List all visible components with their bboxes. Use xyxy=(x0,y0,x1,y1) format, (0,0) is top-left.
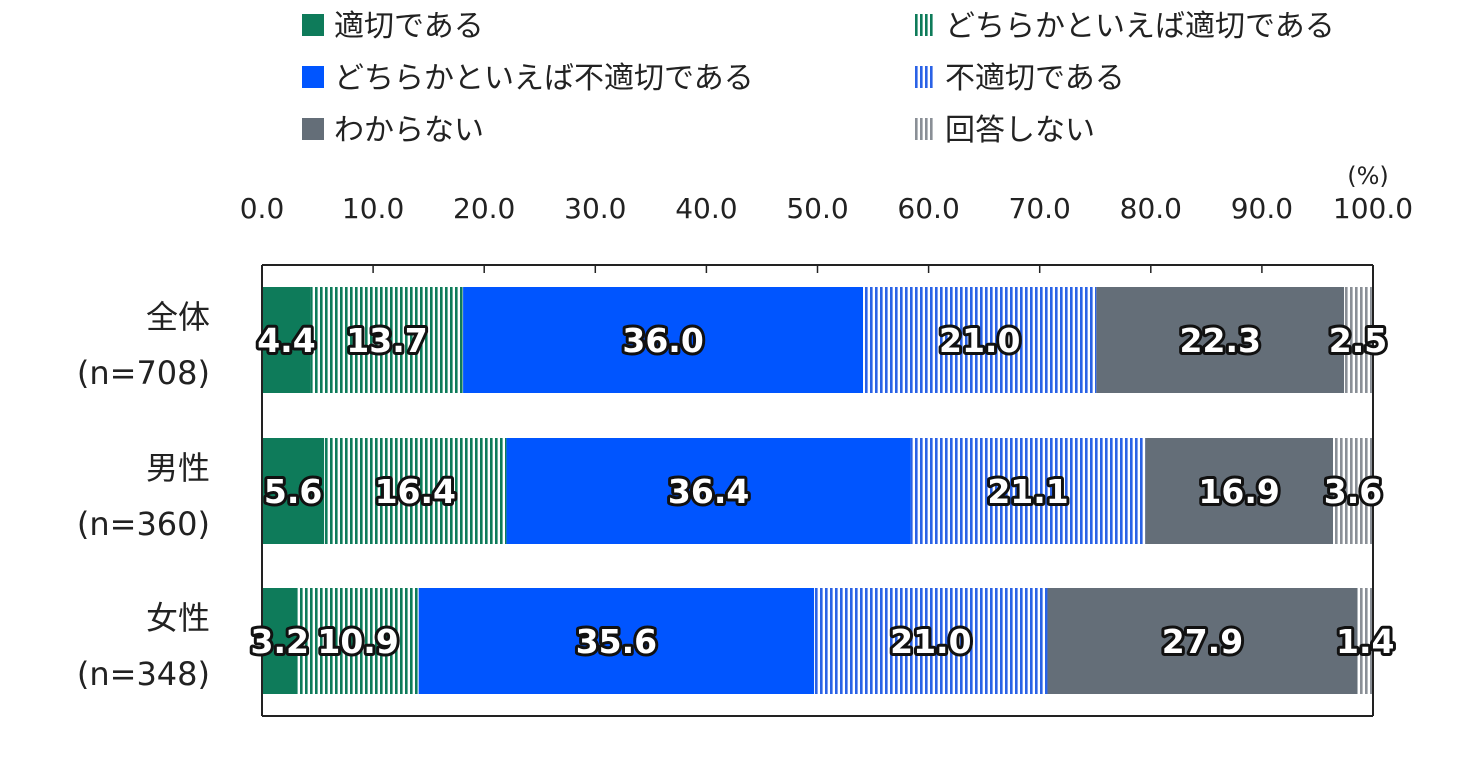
bar-segment xyxy=(1145,438,1334,544)
value-label: 21.0 xyxy=(939,321,1020,360)
value-label: 4.4 xyxy=(257,321,315,360)
legend-label: どちらかといえば不適切である xyxy=(334,61,754,96)
bar-segment xyxy=(506,438,911,544)
legend-swatch xyxy=(302,118,324,140)
x-tick-label: 90.0 xyxy=(1231,192,1293,225)
x-tick-label: 80.0 xyxy=(1120,192,1182,225)
value-label: 21.1 xyxy=(987,472,1068,511)
x-tick-label: 10.0 xyxy=(342,192,404,225)
unit-label: (%) xyxy=(1347,162,1389,190)
value-label: 10.9 xyxy=(317,622,398,661)
value-label: 27.9 xyxy=(1162,622,1243,661)
bar-segment xyxy=(262,438,325,544)
bar-segment xyxy=(324,438,507,544)
category-labels: 全体 (n=708) 男性 (n=360) 女性 (n=348) xyxy=(77,298,210,693)
legend-swatch xyxy=(913,14,935,36)
value-label: 16.9 xyxy=(1198,472,1279,511)
legend-item: どちらかといえば適切である xyxy=(913,9,1335,44)
x-tick-label: 60.0 xyxy=(897,192,959,225)
category-n: (n=708) xyxy=(77,354,210,392)
value-label: 3.6 xyxy=(1324,472,1382,511)
value-label: 13.7 xyxy=(346,321,427,360)
value-label: 21.0 xyxy=(890,622,971,661)
legend-label: わからない xyxy=(334,113,484,148)
bar-segment xyxy=(297,588,419,694)
bar-segment xyxy=(1333,438,1373,544)
x-tick-label: 30.0 xyxy=(564,192,626,225)
legend-item: 回答しない xyxy=(913,113,1095,148)
bar-segment xyxy=(262,588,298,694)
value-label: 5.6 xyxy=(264,472,322,511)
bar-segment xyxy=(1047,588,1358,694)
value-label: 35.6 xyxy=(576,622,657,661)
category-name: 全体 xyxy=(146,298,210,336)
legend-label: 不適切である xyxy=(945,61,1125,96)
bar-segment xyxy=(863,287,1097,393)
legend-label: どちらかといえば適切である xyxy=(945,9,1335,44)
x-tick-label: 70.0 xyxy=(1009,192,1071,225)
legend-item: どちらかといえば不適切である xyxy=(302,61,754,96)
value-label: 1.4 xyxy=(1336,622,1394,661)
value-label: 36.0 xyxy=(622,321,703,360)
category-name: 男性 xyxy=(146,449,210,487)
legend-swatch xyxy=(302,14,324,36)
bars xyxy=(262,287,1373,694)
bar-segment xyxy=(310,287,464,393)
value-label: 2.5 xyxy=(1329,321,1387,360)
legend-item: 不適切である xyxy=(913,61,1125,96)
bar-segment xyxy=(1357,588,1373,694)
x-tick-label: 0.0 xyxy=(240,192,285,225)
x-tick-label: 50.0 xyxy=(786,192,848,225)
legend-swatch xyxy=(913,118,935,140)
bar-segment xyxy=(1344,287,1372,393)
value-label: 16.4 xyxy=(375,472,456,511)
bar-segment xyxy=(418,588,815,694)
x-tick-label: 20.0 xyxy=(453,192,515,225)
bar-segment xyxy=(262,287,311,393)
value-label: 3.2 xyxy=(251,622,309,661)
category-n: (n=360) xyxy=(77,505,210,543)
x-axis-tick-labels: 0.0 10.0 20.0 30.0 40.0 50.0 60.0 70.0 80.0 90.0 1… xyxy=(240,192,1413,225)
legend-swatch xyxy=(913,66,935,88)
value-label: 36.4 xyxy=(668,472,749,511)
category-n: (n=348) xyxy=(77,655,210,693)
legend-item: わからない xyxy=(302,113,484,148)
category-name: 女性 xyxy=(146,599,210,637)
legend-item: 適切である xyxy=(302,9,484,44)
value-labels: 4.4 13.7 36.0 21.0 22.3 2.5 5.6 16.4 36.4 21.1 16.… xyxy=(248,318,1398,664)
bar-segment xyxy=(1096,287,1345,393)
x-tick-label: 40.0 xyxy=(675,192,737,225)
legend-label: 回答しない xyxy=(945,113,1095,148)
x-tick-label: 100.0 xyxy=(1333,192,1413,225)
bar-segment xyxy=(910,438,1146,544)
bar-segment xyxy=(463,287,864,393)
legend-label: 適切である xyxy=(334,9,484,44)
bar-segment xyxy=(814,588,1048,694)
value-label: 22.3 xyxy=(1180,321,1261,360)
legend-swatch xyxy=(302,66,324,88)
plot-frame xyxy=(261,264,1374,717)
